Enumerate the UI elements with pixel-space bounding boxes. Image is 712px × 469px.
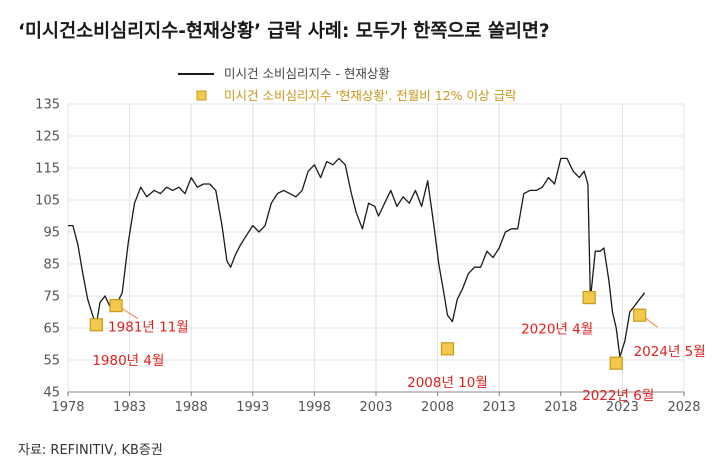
y-axis: 45 55 65 75 85 95 105 115 125 135 (35, 98, 60, 401)
legend-label-series-2: 미시건 소비심리지수 '현재상황'. 전월비 12% 이상 급락 (224, 88, 517, 103)
x-axis: 1978 1983 1988 1993 1998 2003 2008 2013 2018 2023… (51, 391, 701, 415)
legend-label-series-1: 미시건 소비심리지수 - 현재상황 (224, 66, 390, 81)
drop-marker (89, 318, 103, 332)
annotation-label: 1981년 11월 (108, 320, 189, 336)
x-tick-label: 1988 (175, 400, 208, 415)
x-tick-label: 2023 (606, 400, 639, 415)
x-tick-label: 2028 (667, 400, 700, 415)
annotation-label: 1980년 4월 (92, 353, 164, 369)
legend-square-swatch (196, 90, 207, 101)
y-tick-label: 125 (35, 130, 60, 145)
grid-lines (67, 103, 685, 393)
x-tick-label: 2003 (359, 400, 392, 415)
x-tick-label: 2018 (544, 400, 577, 415)
x-tick-label: 1983 (113, 400, 146, 415)
chart-title: ‘미시건소비심리지수-현재상황’ 급락 사례: 모두가 한쪽으로 쏠리면? (18, 21, 550, 42)
annotation-label: 2022년 6월 (582, 388, 654, 404)
y-tick-label: 55 (43, 354, 60, 369)
annotation-leader (645, 317, 659, 328)
y-tick-label: 65 (43, 322, 60, 337)
y-tick-label: 95 (43, 226, 60, 241)
drop-marker (440, 342, 455, 356)
annotation-leaders (121, 308, 659, 328)
x-tick-label: 1998 (298, 400, 331, 415)
drop-marker (109, 299, 123, 313)
y-tick-label: 75 (43, 290, 60, 305)
annotations: 1980년 4월 1981년 11월 2008년 10월 2020년 4월 2022년 … (92, 320, 705, 405)
y-tick-label: 135 (35, 98, 60, 113)
annotation-label: 2008년 10월 (407, 375, 488, 391)
annotation-label: 2024년 5월 (634, 344, 706, 360)
drop-marker (633, 308, 647, 322)
x-tick-label: 1978 (51, 400, 84, 415)
x-tick-label: 2013 (483, 400, 516, 415)
drop-marker (609, 356, 623, 370)
drop-marker (582, 291, 596, 305)
y-tick-label: 45 (43, 386, 60, 401)
annotation-leader (121, 308, 139, 320)
y-tick-label: 85 (43, 258, 60, 273)
source-note: 자료: REFINITIV, KB증권 (18, 443, 163, 458)
series-line (68, 157, 646, 358)
annotation-label: 2020년 4월 (521, 322, 593, 338)
y-tick-label: 105 (35, 194, 60, 209)
y-tick-label: 115 (35, 162, 60, 177)
x-tick-label: 2008 (421, 400, 454, 415)
drop-markers (89, 291, 647, 370)
x-tick-label: 1993 (236, 400, 269, 415)
